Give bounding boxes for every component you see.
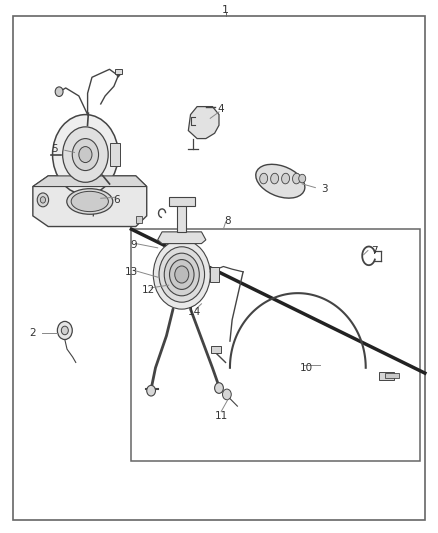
Text: 10: 10 (300, 363, 313, 373)
Text: 5: 5 (51, 144, 58, 154)
Text: 6: 6 (113, 195, 120, 205)
Circle shape (299, 174, 306, 183)
Circle shape (72, 139, 99, 171)
Text: 7: 7 (371, 246, 378, 255)
Circle shape (63, 127, 108, 182)
Text: 12: 12 (142, 286, 155, 295)
Circle shape (159, 247, 205, 302)
Text: 4: 4 (218, 104, 225, 114)
Circle shape (61, 326, 68, 335)
Circle shape (215, 383, 223, 393)
Text: 8: 8 (224, 216, 231, 226)
Circle shape (147, 385, 155, 396)
Ellipse shape (293, 173, 300, 184)
Polygon shape (188, 107, 219, 139)
Circle shape (79, 147, 92, 163)
Bar (136, 216, 142, 223)
Ellipse shape (282, 173, 290, 184)
Ellipse shape (256, 164, 305, 198)
Polygon shape (177, 205, 186, 232)
Polygon shape (33, 176, 147, 187)
Bar (211, 346, 221, 353)
Bar (379, 372, 394, 380)
Circle shape (53, 115, 118, 195)
Bar (131, 229, 420, 461)
Circle shape (55, 87, 63, 96)
Ellipse shape (271, 173, 279, 184)
Circle shape (37, 193, 49, 207)
Text: 14: 14 (188, 307, 201, 317)
Circle shape (175, 266, 189, 283)
Polygon shape (158, 232, 206, 244)
Bar (210, 266, 219, 282)
Circle shape (57, 321, 72, 340)
Circle shape (153, 240, 210, 309)
Bar (385, 373, 399, 378)
Bar (110, 143, 120, 166)
Text: 3: 3 (321, 184, 328, 194)
Ellipse shape (71, 191, 109, 212)
Text: 11: 11 (215, 411, 228, 421)
Polygon shape (33, 176, 147, 227)
Bar (169, 197, 195, 206)
Circle shape (40, 197, 46, 203)
Text: 9: 9 (130, 240, 137, 250)
Text: 13: 13 (125, 267, 138, 277)
Bar (115, 69, 122, 74)
Circle shape (223, 389, 231, 400)
Text: 2: 2 (29, 328, 36, 338)
Circle shape (164, 253, 199, 296)
Ellipse shape (260, 173, 268, 184)
Ellipse shape (67, 189, 113, 214)
Text: 1: 1 (222, 5, 229, 14)
Circle shape (170, 260, 194, 289)
